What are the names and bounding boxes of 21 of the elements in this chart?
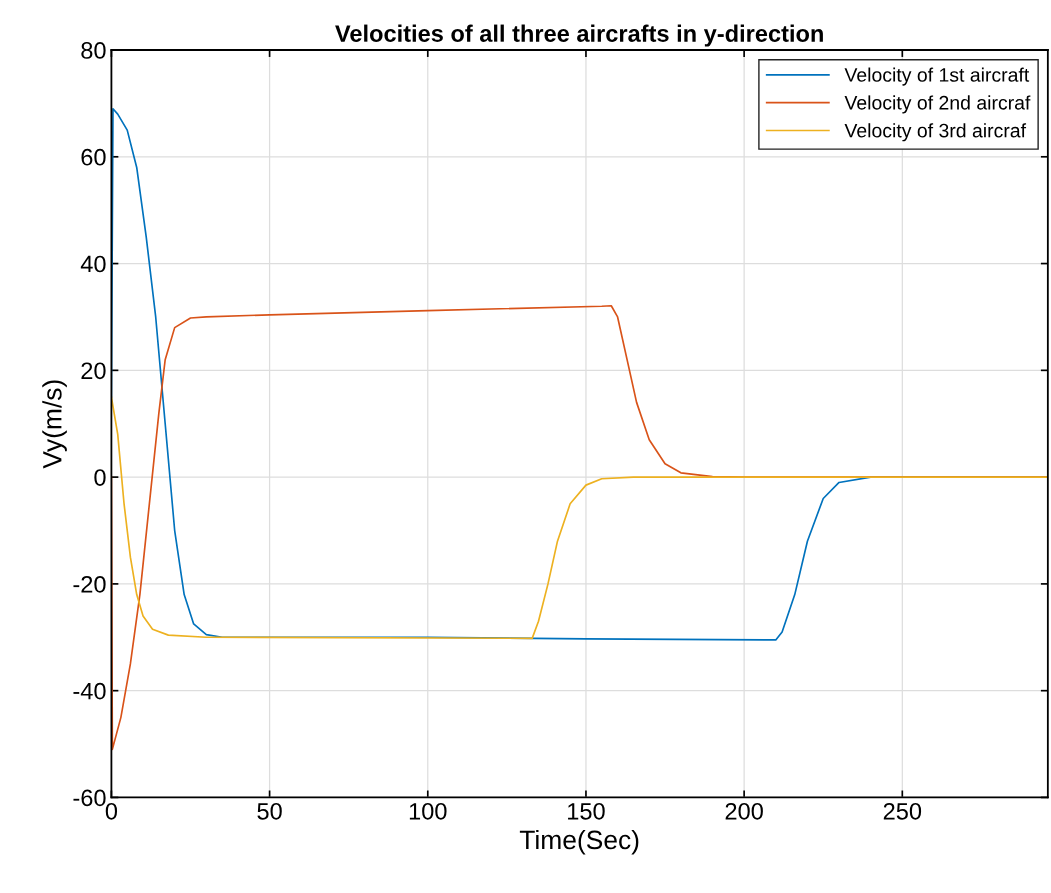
y-tick-label: -40 (73, 682, 106, 700)
x-tick-label: 100 (409, 802, 447, 820)
y-axis-title: Vy(m/s) (42, 380, 67, 469)
x-tick-label: 200 (725, 802, 763, 820)
legend-label: Velocity of 3rd aircraf (844, 123, 1027, 142)
x-tick-label: 250 (883, 802, 922, 820)
x-tick-label: 50 (257, 802, 282, 820)
y-tick-label: -20 (73, 575, 106, 593)
y-tick-label: 60 (81, 148, 106, 166)
legend-label: Velocity of 2nd aircraf (844, 95, 1031, 114)
y-tick-label: 20 (81, 362, 106, 380)
y-tick-label: -60 (73, 789, 106, 807)
y-tick-label: 40 (80, 255, 106, 273)
legend-label: Velocity of 1st aircraft (844, 67, 1030, 86)
x-axis-title: Time(Sec) (519, 829, 639, 855)
x-tick-label: 150 (568, 802, 605, 820)
y-tick-label: 80 (81, 42, 106, 59)
y-tick-label: 0 (94, 469, 106, 486)
line-series (111, 396, 1048, 640)
chart-title: Velocities of all three aircrafts in y-direction (335, 24, 823, 47)
x-tick-label: 0 (105, 802, 118, 820)
